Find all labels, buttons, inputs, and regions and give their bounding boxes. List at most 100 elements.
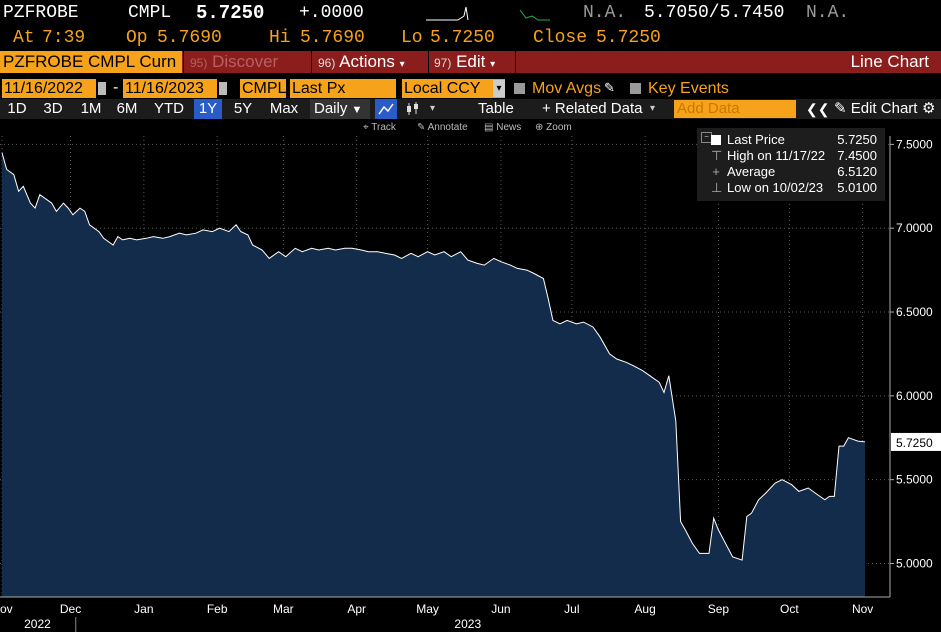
track-tool[interactable]: ⌖ Track bbox=[363, 122, 396, 133]
news-icon: ▤ bbox=[484, 122, 494, 133]
period-3d[interactable]: 3D bbox=[43, 100, 63, 117]
trend-sparkline bbox=[519, 9, 550, 21]
period-6m[interactable]: 6M bbox=[116, 100, 138, 117]
period-5y[interactable]: 5Y bbox=[233, 100, 253, 117]
x-axis: Nov Dec Jan Feb Mar Apr May Jun Jul Aug Sep Oct Nov 2… bbox=[0, 596, 890, 632]
x-tick-label: Mar bbox=[273, 602, 294, 616]
low-marker-icon: ⊥ bbox=[711, 180, 723, 195]
legend-box: − Last Price 5.7250 ⊤ High on 11/17/22 7… bbox=[697, 128, 885, 201]
open-label: Op bbox=[126, 28, 148, 48]
legend-last: Last Price 5.7250 bbox=[697, 132, 885, 148]
time-value: 7:39 bbox=[42, 28, 86, 48]
period-1y[interactable]: 1Y bbox=[194, 99, 222, 119]
x-tick-label: Nov bbox=[852, 602, 873, 616]
key-events-label[interactable]: Key Events bbox=[648, 80, 729, 97]
security-field[interactable]: PZFROBE CMPL Curn bbox=[0, 51, 182, 73]
start-date-input[interactable]: 11/16/2022 bbox=[2, 79, 96, 98]
chart-type-label: Line Chart bbox=[850, 52, 929, 71]
exchange: CMPL bbox=[128, 3, 172, 23]
price-line bbox=[1, 152, 866, 561]
y-tick-label: 7.5000 bbox=[896, 137, 933, 151]
command-bar: PZFROBE CMPL Curn 95) Discover 96) Actio… bbox=[0, 51, 941, 73]
chevron-down-icon: ▾ bbox=[399, 59, 405, 70]
end-date-input[interactable]: 11/16/2023 bbox=[123, 79, 217, 98]
zoom-tool[interactable]: ⊕ Zoom bbox=[535, 122, 572, 133]
series-swatch bbox=[711, 135, 721, 145]
news-tool[interactable]: ▤ News bbox=[484, 122, 522, 133]
x-tick-label: Feb bbox=[207, 602, 228, 616]
open-value: 5.7690 bbox=[157, 28, 222, 48]
line-chart-icon[interactable] bbox=[375, 99, 397, 119]
currency-select[interactable]: Local CCY bbox=[402, 79, 505, 98]
last-price-tag: 5.7250 bbox=[891, 432, 941, 451]
average-marker-icon: + bbox=[712, 164, 720, 179]
last-price: 5.7250 bbox=[196, 2, 265, 24]
key-events-checkbox[interactable] bbox=[630, 83, 641, 94]
period-1d[interactable]: 1D bbox=[7, 100, 27, 117]
x-tick-label: Aug bbox=[634, 602, 655, 616]
bid-ask: 5.7050/5.7450 bbox=[644, 3, 785, 23]
ticker: PZFROBE bbox=[3, 3, 79, 23]
x-tick-label: Apr bbox=[347, 602, 366, 616]
x-tick-label: Jun bbox=[491, 602, 510, 616]
discover-menu[interactable]: 95) Discover bbox=[190, 52, 279, 71]
chart-toolbar: 1D 3D 1M 6M YTD 1Y 5Y Max Daily ▼ ▾ Tabl… bbox=[0, 99, 941, 119]
period-1m[interactable]: 1M bbox=[80, 100, 102, 117]
time-label: At bbox=[13, 28, 35, 48]
y-tick-label: 5.0000 bbox=[896, 556, 933, 570]
intraday-sparkline bbox=[426, 6, 469, 21]
chevron-down-icon[interactable]: ▾ bbox=[430, 103, 436, 114]
caret-down-icon: ▼ bbox=[351, 104, 363, 116]
chevron-down-icon[interactable]: ▾ bbox=[650, 103, 656, 114]
collapse-icon[interactable]: ❮❮ bbox=[806, 101, 830, 117]
edit-menu[interactable]: 97) Edit ▾ bbox=[434, 52, 496, 71]
crosshair-icon: ⌖ bbox=[363, 122, 369, 133]
add-data-input[interactable]: Add Data bbox=[674, 100, 796, 118]
mov-avgs-checkbox[interactable] bbox=[514, 83, 525, 94]
table-button[interactable]: Table bbox=[478, 100, 514, 117]
related-data-button[interactable]: + Related Data bbox=[542, 100, 643, 117]
chevron-down-icon[interactable]: ▾ bbox=[493, 80, 505, 97]
high-marker-icon: ⊤ bbox=[711, 148, 723, 163]
source-input[interactable]: CMPL bbox=[240, 79, 286, 98]
x-tick-label: Dec bbox=[60, 602, 81, 616]
field-input[interactable]: Last Px bbox=[290, 79, 396, 98]
frequency-select[interactable]: Daily ▼ bbox=[310, 99, 370, 119]
low-value: 5.7250 bbox=[430, 28, 495, 48]
pencil-icon[interactable]: ✎ bbox=[604, 80, 615, 95]
gear-icon[interactable]: ⚙ bbox=[922, 100, 936, 117]
x-tick-label: Jul bbox=[564, 602, 579, 616]
y-tick-label: 6.5000 bbox=[896, 305, 933, 319]
quote-header: PZFROBE CMPL 5.7250 +.0000 N.A. 5.7050/5… bbox=[0, 0, 941, 26]
zoom-icon: ⊕ bbox=[535, 122, 544, 133]
calendar-icon[interactable] bbox=[219, 82, 227, 95]
high-value: 5.7690 bbox=[300, 28, 365, 48]
y-axis: 7.5000 7.0000 6.5000 6.0000 5.5000 5.0000 bbox=[889, 136, 933, 597]
x-tick-label: Nov bbox=[0, 602, 13, 616]
legend-low: ⊥ Low on 10/02/23 5.0100 bbox=[711, 180, 877, 195]
candlestick-icon[interactable] bbox=[402, 99, 424, 119]
actions-menu[interactable]: 96) Actions ▾ bbox=[318, 52, 405, 71]
date-range-dash: - bbox=[113, 79, 119, 96]
mov-avgs-label[interactable]: Mov Avgs bbox=[532, 80, 602, 97]
calendar-icon[interactable] bbox=[98, 82, 106, 95]
x-tick-label: Sep bbox=[708, 602, 730, 616]
last-price-tag-bg bbox=[891, 432, 941, 451]
price-area bbox=[2, 152, 865, 598]
legend-average: + Average 6.5120 bbox=[712, 164, 877, 179]
x-tick-label: Oct bbox=[780, 602, 799, 616]
edit-chart-button[interactable]: ✎ Edit Chart bbox=[834, 100, 918, 117]
high-label: Hi bbox=[269, 28, 291, 48]
pencil-icon: ✎ bbox=[834, 100, 847, 117]
bid-na: N.A. bbox=[583, 3, 627, 23]
period-ytd[interactable]: YTD bbox=[154, 100, 184, 117]
low-label: Lo bbox=[401, 28, 423, 48]
y-tick-label: 6.0000 bbox=[896, 389, 933, 403]
quote-stats: At 7:39 Op 5.7690 Hi 5.7690 Lo 5.7250 Cl… bbox=[0, 26, 941, 50]
close-value: 5.7250 bbox=[596, 28, 661, 48]
period-max[interactable]: Max bbox=[269, 100, 299, 117]
annotate-tool[interactable]: ✎ Annotate bbox=[417, 122, 468, 133]
chart-tools: ⌖ Track ✎ Annotate ▤ News ⊕ Zoom bbox=[0, 120, 941, 136]
close-label: Close bbox=[533, 28, 588, 48]
